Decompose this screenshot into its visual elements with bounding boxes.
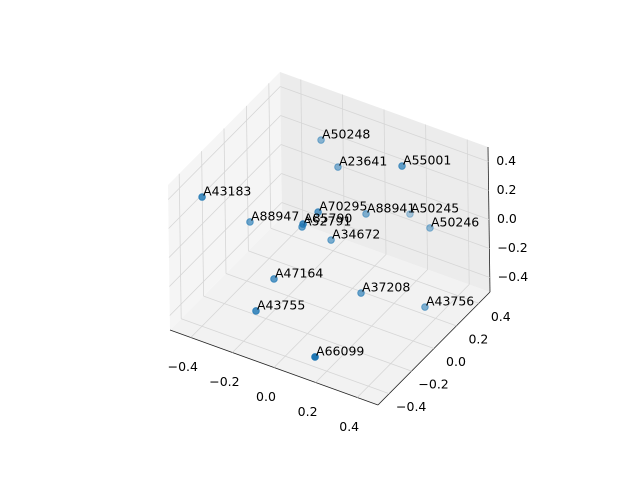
point [327, 236, 335, 244]
grid-line [280, 115, 489, 191]
point [270, 275, 278, 283]
point [311, 353, 319, 361]
x-tick-label: −0.2 [209, 374, 239, 389]
point [198, 193, 206, 201]
grid-line [169, 202, 283, 316]
point [299, 220, 307, 228]
point [314, 208, 322, 216]
point [362, 210, 370, 218]
point-label: A50245 [411, 201, 459, 216]
grid-line [225, 273, 435, 349]
y-tick-label: 0.4 [491, 309, 511, 324]
grid-line [168, 144, 282, 258]
point [426, 224, 434, 232]
point-label: A43183 [203, 184, 251, 199]
z-tick-label: −0.2 [497, 240, 527, 255]
grid [167, 79, 491, 406]
point-label: A43756 [426, 294, 474, 309]
point-label: A85790 [304, 211, 352, 226]
x-tick-label: −0.4 [168, 359, 198, 374]
grid-line [248, 250, 457, 327]
y-tick-label: −0.2 [418, 377, 448, 392]
grid-line [281, 173, 490, 249]
point-label: A88947 [251, 208, 299, 223]
point-label: A34672 [332, 227, 380, 242]
point-label: A55001 [403, 153, 451, 168]
grid-line [203, 295, 412, 372]
grid-line [169, 173, 282, 287]
point-label: A66099 [316, 343, 364, 358]
grid-line [280, 144, 490, 220]
point-label: A50246 [431, 214, 479, 229]
y-tick-label: 0.0 [446, 354, 466, 369]
point-label: A50248 [322, 127, 370, 142]
y-tick-label: 0.2 [468, 331, 488, 346]
point [317, 136, 325, 144]
point [398, 162, 406, 170]
point [246, 218, 254, 226]
point [357, 289, 365, 297]
point-label: A47164 [275, 265, 323, 280]
point [421, 303, 429, 311]
point-label: A37208 [362, 280, 410, 295]
x-tick-label: 0.2 [298, 404, 318, 419]
point-label: A70295 [319, 199, 367, 214]
grid-line [181, 318, 390, 395]
grid-line [167, 86, 281, 200]
x-tick-label: 0.0 [256, 389, 276, 404]
point-label: A23641 [339, 154, 387, 169]
y-tick-label: −0.4 [396, 399, 426, 414]
z-tick-label: 0.0 [497, 211, 517, 226]
grid-line [280, 86, 489, 162]
point-label: A88941 [367, 200, 415, 215]
z-tick-label: 0.4 [496, 153, 516, 168]
point-label: A43755 [257, 297, 305, 312]
point-label: A52791 [303, 213, 351, 228]
grid-line [168, 115, 281, 229]
z-tick-label: −0.4 [498, 269, 528, 284]
x-tick-label: 0.4 [339, 419, 359, 434]
grid-line [270, 227, 479, 304]
point [334, 163, 342, 171]
point [252, 307, 260, 315]
point [406, 210, 414, 218]
z-tick-label: 0.2 [497, 182, 517, 197]
